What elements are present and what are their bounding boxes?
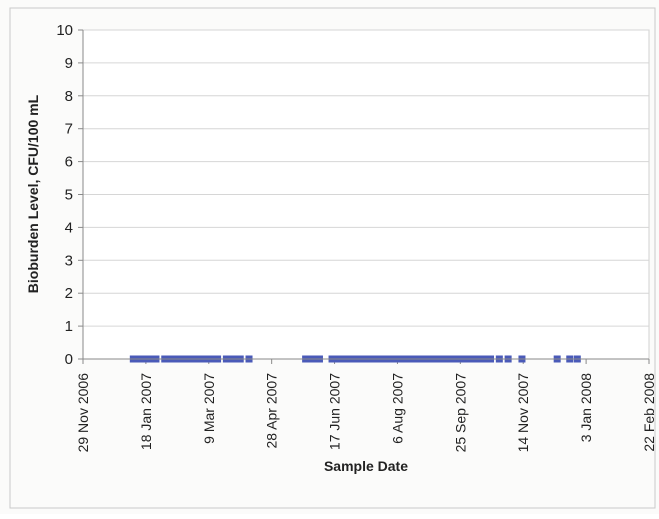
- y-tick-label: 6: [65, 154, 73, 171]
- gridlines: [83, 29, 649, 327]
- y-tick-label: 2: [65, 285, 73, 302]
- y-tick-label: 7: [65, 121, 73, 138]
- y-tick-label: 1: [65, 318, 73, 335]
- x-tick-label: 29 Nov 2006: [75, 373, 91, 453]
- y-tick-label: 10: [56, 22, 73, 39]
- y-tick-label: 8: [65, 88, 73, 105]
- x-tick-label: 28 Apr 2007: [264, 373, 280, 449]
- x-axis-ticks: 29 Nov 2006 18 Jan 2007 9 Mar 2007 28 Apr 2…: [75, 359, 657, 452]
- x-axis-title: Sample Date: [324, 458, 408, 474]
- y-tick-label: 5: [65, 187, 73, 204]
- y-tick-label: 9: [65, 55, 73, 72]
- x-tick-label: 18 Jan 2007: [138, 373, 154, 450]
- y-axis-ticks: 0 1 2 3 4 5 6 7 8 9 10: [56, 22, 83, 368]
- x-tick-label: 3 Jan 2008: [578, 373, 594, 442]
- x-tick-label: 25 Sep 2007: [452, 373, 468, 453]
- y-tick-label: 4: [65, 219, 73, 236]
- y-tick-label: 3: [65, 252, 73, 269]
- x-tick-label: 9 Mar 2007: [201, 373, 217, 444]
- y-axis-title: Bioburden Level, CFU/100 mL: [25, 94, 41, 293]
- y-tick-label: 0: [65, 351, 73, 368]
- x-tick-label: 6 Aug 2007: [389, 373, 405, 444]
- x-tick-label: 17 Jun 2007: [327, 373, 343, 450]
- x-tick-label: 14 Nov 2007: [515, 373, 531, 453]
- x-tick-label: 22 Feb 2008: [641, 373, 657, 452]
